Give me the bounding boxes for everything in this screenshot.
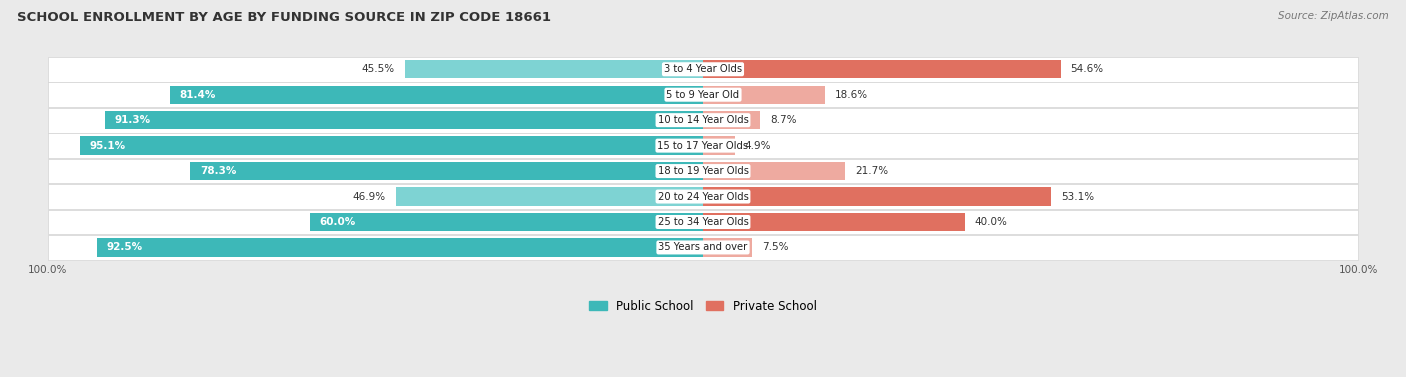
Text: 10 to 14 Year Olds: 10 to 14 Year Olds: [658, 115, 748, 125]
Text: 95.1%: 95.1%: [90, 141, 125, 151]
Text: 60.0%: 60.0%: [319, 217, 356, 227]
Text: 7.5%: 7.5%: [762, 242, 789, 253]
Text: 53.1%: 53.1%: [1060, 192, 1094, 202]
Text: 100.0%: 100.0%: [28, 265, 67, 275]
Bar: [48, 108, 1358, 132]
Bar: [703, 162, 845, 180]
Text: 35 Years and over: 35 Years and over: [658, 242, 748, 253]
Bar: [48, 57, 1358, 81]
Bar: [703, 111, 761, 129]
Text: 4.9%: 4.9%: [745, 141, 772, 151]
Text: 8.7%: 8.7%: [770, 115, 796, 125]
Text: 81.4%: 81.4%: [180, 90, 217, 100]
Text: 40.0%: 40.0%: [974, 217, 1008, 227]
Bar: [48, 235, 1358, 260]
Bar: [703, 213, 965, 231]
Bar: [190, 162, 703, 180]
Text: 78.3%: 78.3%: [200, 166, 236, 176]
Text: 18.6%: 18.6%: [835, 90, 868, 100]
Text: Source: ZipAtlas.com: Source: ZipAtlas.com: [1278, 11, 1389, 21]
Bar: [97, 238, 703, 257]
Bar: [48, 82, 1358, 107]
Text: SCHOOL ENROLLMENT BY AGE BY FUNDING SOURCE IN ZIP CODE 18661: SCHOOL ENROLLMENT BY AGE BY FUNDING SOUR…: [17, 11, 551, 24]
Text: 5 to 9 Year Old: 5 to 9 Year Old: [666, 90, 740, 100]
Text: 18 to 19 Year Olds: 18 to 19 Year Olds: [658, 166, 748, 176]
Bar: [703, 187, 1050, 206]
Text: 91.3%: 91.3%: [115, 115, 150, 125]
Text: 100.0%: 100.0%: [1339, 265, 1378, 275]
Bar: [48, 210, 1358, 234]
Bar: [395, 187, 703, 206]
Bar: [48, 184, 1358, 209]
Text: 54.6%: 54.6%: [1070, 64, 1104, 74]
Bar: [309, 213, 703, 231]
Text: 15 to 17 Year Olds: 15 to 17 Year Olds: [658, 141, 748, 151]
Bar: [703, 86, 825, 104]
Bar: [405, 60, 703, 78]
Text: 25 to 34 Year Olds: 25 to 34 Year Olds: [658, 217, 748, 227]
Bar: [703, 60, 1060, 78]
Bar: [703, 136, 735, 155]
Text: 20 to 24 Year Olds: 20 to 24 Year Olds: [658, 192, 748, 202]
Text: 3 to 4 Year Olds: 3 to 4 Year Olds: [664, 64, 742, 74]
Bar: [48, 133, 1358, 158]
Bar: [80, 136, 703, 155]
Bar: [703, 238, 752, 257]
Bar: [48, 159, 1358, 184]
Text: 45.5%: 45.5%: [361, 64, 395, 74]
Text: 21.7%: 21.7%: [855, 166, 889, 176]
Text: 92.5%: 92.5%: [107, 242, 143, 253]
Text: 46.9%: 46.9%: [353, 192, 385, 202]
Bar: [105, 111, 703, 129]
Bar: [170, 86, 703, 104]
Legend: Public School, Private School: Public School, Private School: [585, 295, 821, 317]
